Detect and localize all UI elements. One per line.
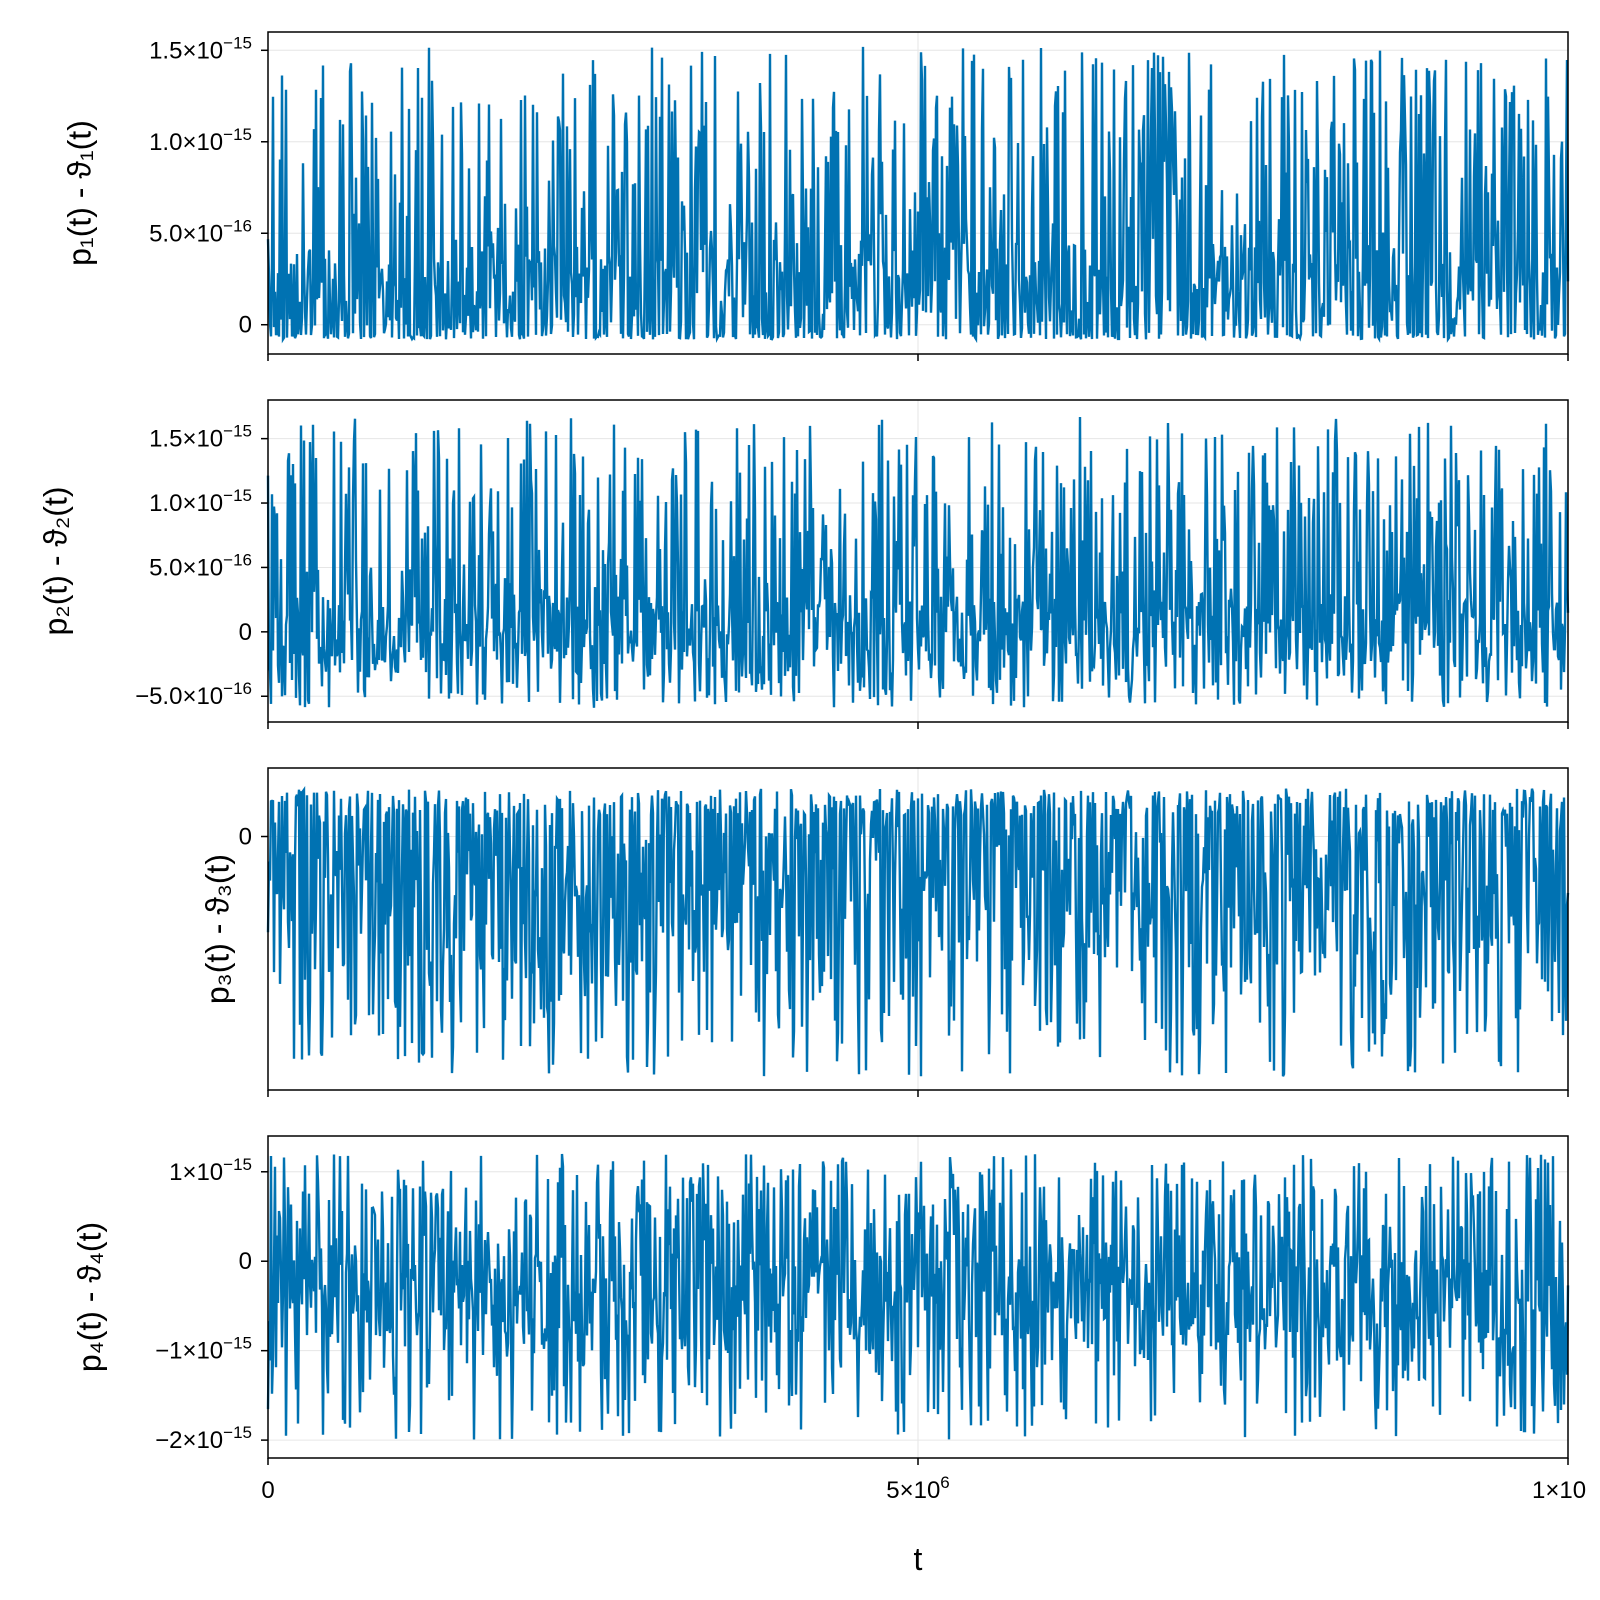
x-tick-label: 5×106	[886, 1473, 950, 1504]
x-axis-label: t	[914, 1541, 923, 1577]
y-axis-label: p₂(t) - ϑ₂(t)	[37, 487, 73, 636]
y-tick-label: 1.0×10−15	[149, 125, 252, 156]
y-tick-label: −1×10−15	[155, 1334, 252, 1365]
y-tick-label: 5.0×10−16	[149, 216, 252, 247]
y-axis-label: p₃(t) - ϑ₃(t)	[199, 854, 235, 1004]
y-tick-label: 0	[239, 619, 252, 646]
y-axis-label: p₁(t) - ϑ₁(t)	[61, 120, 97, 266]
panel-3: 0p₃(t) - ϑ₃(t)	[199, 767, 1570, 1097]
series-line	[266, 417, 1570, 708]
y-tick-label: 1.5×10−15	[149, 422, 252, 453]
y-tick-label: 1.0×10−15	[149, 486, 252, 517]
x-tick-label: 0	[261, 1477, 274, 1504]
panel-4: −2×10−15 −1×10−15 0 1×10−15 0 5×106 1×10 p₄(t) …	[71, 1135, 1586, 1577]
y-tick-label: 1×10−15	[169, 1155, 252, 1186]
x-tick-label: 1×10	[1532, 1477, 1586, 1504]
panel-2: −5.0×10−16 0 5.0×10−16 1.0×10−15 1.5×10−15 p₂…	[37, 399, 1570, 729]
y-tick-label: 0	[239, 1248, 252, 1275]
y-tick-label: 0	[239, 824, 252, 851]
y-tick-label: −5.0×10−16	[135, 679, 252, 710]
y-tick-label: 1.5×10−15	[149, 33, 252, 64]
series-line	[266, 1153, 1570, 1440]
series-line	[266, 46, 1570, 344]
series-line	[266, 786, 1570, 1077]
y-tick-label: 5.0×10−16	[149, 550, 252, 581]
y-tick-label: 0	[239, 312, 252, 339]
y-axis-label: p₄(t) - ϑ₄(t)	[71, 1222, 107, 1372]
y-tick-label: −2×10−15	[155, 1423, 252, 1454]
panel-1: 0 5.0×10−16 1.0×10−15 1.5×10−15 p₁(t) - ϑ₁(t…	[61, 31, 1570, 361]
